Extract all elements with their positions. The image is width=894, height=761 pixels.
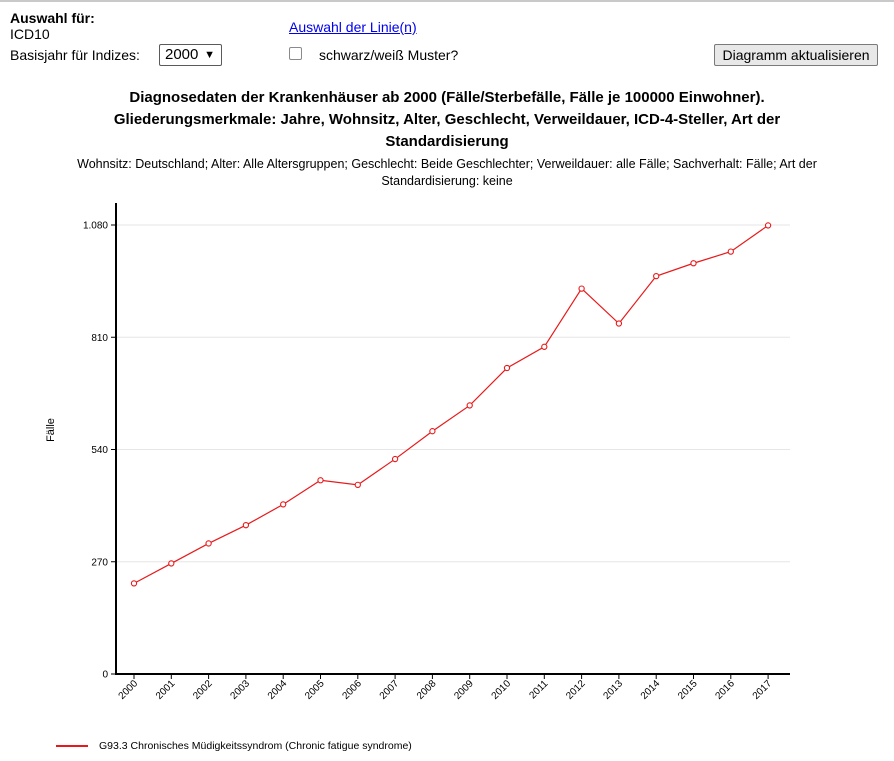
base-year-label: Basisjahr für Indizes: bbox=[10, 47, 140, 63]
data-point bbox=[727, 248, 734, 255]
chart-controls: Auswahl für: ICD10 Basisjahr für Indizes… bbox=[0, 0, 894, 80]
x-tick-label: 2014 bbox=[639, 678, 663, 702]
x-tick-label: 2001 bbox=[154, 678, 178, 702]
series-path bbox=[133, 224, 769, 584]
x-tick-label: 2006 bbox=[340, 678, 364, 702]
x-tick-label: 2012 bbox=[564, 678, 588, 702]
selection-label: Auswahl für: bbox=[10, 10, 95, 26]
update-chart-button[interactable]: Diagramm aktualisieren bbox=[714, 44, 878, 66]
data-point bbox=[280, 501, 287, 508]
selection-value: ICD10 bbox=[10, 26, 50, 42]
y-tick-label: 0 bbox=[102, 670, 108, 681]
x-tick-label: 2000 bbox=[117, 678, 141, 702]
data-point bbox=[317, 477, 324, 484]
x-tick-label: 2008 bbox=[415, 678, 439, 702]
data-point bbox=[391, 455, 399, 463]
chart-title: Diagnosedaten der Krankenhäuser ab 2000 … bbox=[113, 89, 781, 150]
base-year-select[interactable]: 2000 ▼ bbox=[159, 44, 222, 66]
chart-subtitle: Wohnsitz: Deutschland; Alter: Alle Alter… bbox=[77, 157, 817, 188]
data-point bbox=[653, 272, 660, 280]
x-tick-label: 2016 bbox=[713, 678, 737, 702]
x-tick-label: 2004 bbox=[266, 678, 290, 702]
data-point bbox=[130, 580, 138, 587]
legend-swatch bbox=[56, 745, 88, 747]
x-tick-label: 2013 bbox=[602, 678, 626, 702]
legend-entry: G93.3 Chronisches Müdigkeitssyndrom (Chr… bbox=[99, 740, 412, 752]
tick-labels: 0 270 540 810 1.080 2000 2001 2002 2003 2004 2005 2… bbox=[83, 221, 775, 702]
select-lines-link[interactable]: Auswahl der Linie(n) bbox=[289, 19, 417, 35]
base-year-value: 2000 bbox=[165, 46, 199, 63]
y-tick-label: 270 bbox=[91, 557, 108, 568]
x-tick-label: 2003 bbox=[229, 678, 253, 702]
data-point bbox=[242, 522, 250, 529]
data-point bbox=[764, 222, 772, 229]
data-point bbox=[205, 540, 212, 547]
x-tick-label: 2005 bbox=[303, 678, 327, 702]
y-axis-label: Fälle bbox=[45, 418, 57, 442]
series-line bbox=[130, 222, 772, 587]
dropdown-arrow-icon: ▼ bbox=[204, 49, 215, 61]
x-tick-label: 2009 bbox=[452, 678, 476, 702]
x-tick-label: 2017 bbox=[751, 678, 775, 702]
data-point bbox=[503, 364, 511, 372]
data-point bbox=[690, 260, 697, 267]
x-tick-label: 2002 bbox=[191, 678, 215, 702]
y-tick-label: 540 bbox=[91, 445, 108, 456]
bw-pattern-label: schwarz/weiß Muster? bbox=[319, 47, 459, 63]
data-point bbox=[578, 285, 585, 292]
y-tick-label: 810 bbox=[91, 333, 108, 344]
data-point bbox=[429, 428, 436, 435]
data-point bbox=[354, 481, 361, 488]
top-divider bbox=[0, 0, 894, 2]
grid-lines bbox=[116, 224, 790, 563]
y-tick-label: 1.080 bbox=[83, 221, 108, 232]
data-point bbox=[541, 343, 548, 350]
data-point bbox=[168, 560, 175, 567]
x-tick-label: 2015 bbox=[676, 678, 700, 702]
data-point bbox=[615, 320, 623, 327]
x-tick-label: 2011 bbox=[527, 678, 550, 701]
bw-pattern-checkbox[interactable] bbox=[289, 47, 302, 60]
x-tick-label: 2007 bbox=[378, 678, 402, 702]
axes bbox=[111, 203, 790, 679]
x-tick-label: 2010 bbox=[490, 678, 514, 702]
data-point bbox=[466, 402, 473, 409]
